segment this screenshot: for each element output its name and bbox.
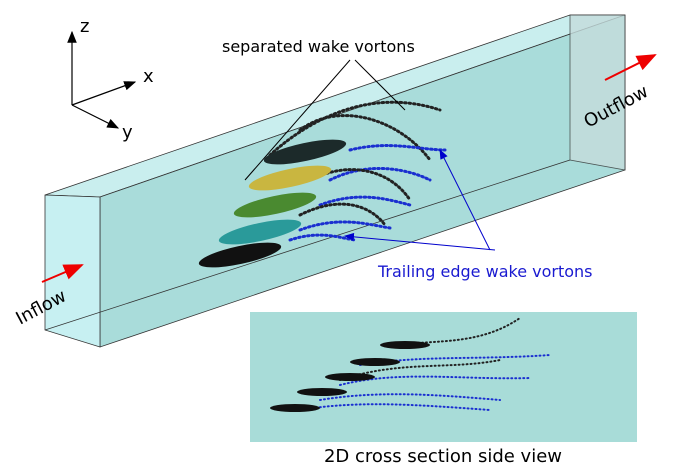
- inset-caption: 2D cross section side view: [324, 446, 562, 467]
- axis-y: y: [122, 122, 133, 143]
- trailing-label: Trailing edge wake vortons: [377, 262, 593, 281]
- separated-label: separated wake vortons: [222, 37, 415, 56]
- figure: z x y separated wake vortons Trailing ed…: [0, 0, 676, 469]
- inset: [250, 312, 637, 442]
- axis-z: z: [80, 16, 89, 37]
- axes-triad: [72, 32, 135, 128]
- axis-x: x: [143, 66, 154, 87]
- channel-box: [45, 15, 625, 347]
